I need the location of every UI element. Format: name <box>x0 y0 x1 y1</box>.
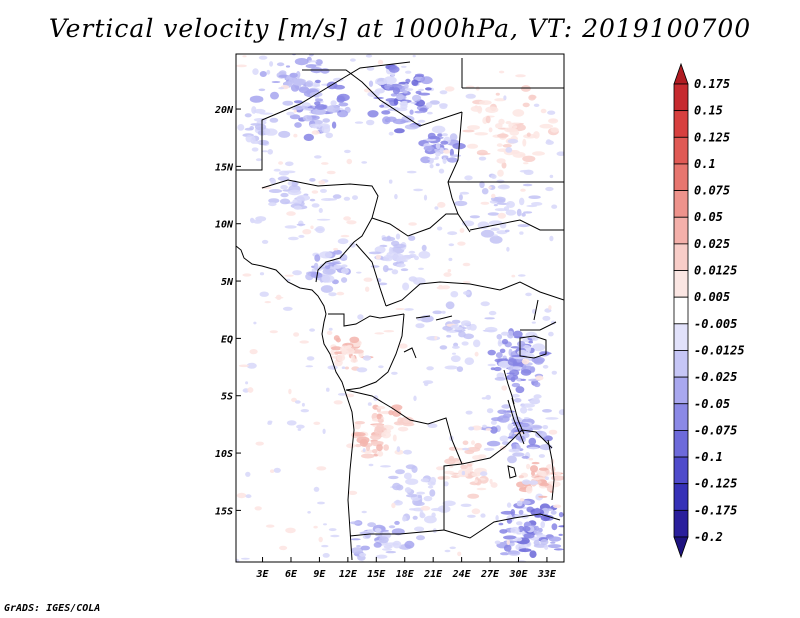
lon-tick-label: 6E <box>285 569 298 580</box>
border-angola-drc <box>345 389 463 465</box>
colorbar-label: 0.175 <box>694 77 730 91</box>
colorbar-label: 0.005 <box>694 290 730 304</box>
lon-tick-label: 3E <box>256 569 270 580</box>
border-gabon-congo <box>328 313 405 327</box>
lat-tick-label: 15N <box>215 162 234 173</box>
colorbar-box <box>673 270 689 298</box>
lat-tick-label: EQ <box>221 334 233 345</box>
colorbar-label: -0.05 <box>694 397 730 411</box>
lake-malawi <box>547 439 555 501</box>
colorbar-label: -0.0125 <box>694 343 745 357</box>
colorbar-box <box>673 163 689 191</box>
uganda-border <box>520 299 557 331</box>
lat-tick-label: 5N <box>221 277 234 288</box>
border-angola-zambia <box>349 463 463 537</box>
lake-mweru <box>507 465 517 479</box>
colorbar-box <box>673 83 689 112</box>
map-axes: 20N 15N 10N 5N EQ 5S 10S 15S 3E 6E 9E 12E 15E 18E 21E 2… <box>214 105 557 580</box>
vertical-velocity-field <box>236 54 564 562</box>
lon-tick-label: 18E <box>396 569 415 580</box>
lat-tick-label: 10S <box>215 449 233 460</box>
lake-tanganyika <box>507 397 525 445</box>
colorbar-label: 0.1 <box>694 157 716 171</box>
lon-tick-label: 12E <box>339 569 358 580</box>
colorbar-box <box>673 296 689 325</box>
lat-tick-label: 5S <box>221 392 233 403</box>
colorbar-label: 0.05 <box>694 210 723 224</box>
border-cameroon-car <box>355 243 387 307</box>
colorbar-label: -0.2 <box>694 530 723 544</box>
border-southern <box>443 513 561 539</box>
lake-victoria-region <box>519 335 547 359</box>
lon-tick-label: 30E <box>508 569 528 580</box>
border-chad-sudan <box>447 111 471 233</box>
colorbar-label: 0.0125 <box>694 264 737 278</box>
coastlines-borders <box>236 58 564 561</box>
border-sudan-south <box>448 181 564 231</box>
colorbar-box <box>673 216 689 245</box>
colorbar-label: -0.005 <box>694 317 737 331</box>
border-mali-niger <box>236 61 411 171</box>
colorbar-box <box>673 483 689 511</box>
colorbar-label: 0.15 <box>694 104 723 118</box>
map-title: Vertical velocity [m/s] at 1000hPa, VT: … <box>48 14 752 43</box>
lon-tick-label: 27E <box>480 569 500 580</box>
colorbar-box <box>673 376 689 405</box>
congo-river <box>403 315 453 359</box>
colorbar-label: -0.025 <box>694 370 737 384</box>
colorbar-box <box>673 190 689 218</box>
colorbar: 0.175 0.15 0.125 0.1 0.075 0.05 0.025 0.0125 0.0… <box>673 62 745 559</box>
colorbar-box <box>673 350 689 378</box>
colorbar-label: 0.075 <box>694 184 730 198</box>
colorbar-label: -0.1 <box>694 450 723 464</box>
lon-tick-label: 24E <box>452 569 472 580</box>
colorbar-box <box>673 430 689 458</box>
lon-tick-label: 9E <box>313 569 326 580</box>
colorbar-bottom-arrow <box>673 536 689 559</box>
colorbar-box <box>673 323 689 351</box>
lon-tick-label: 15E <box>367 569 386 580</box>
colorbar-box <box>673 403 689 431</box>
colorbar-label: -0.175 <box>694 503 737 517</box>
colorbar-box <box>673 243 689 271</box>
border-libya-egypt <box>461 58 564 89</box>
map-frame <box>235 53 565 563</box>
colorbar-box <box>673 509 689 538</box>
lat-tick-label: 10N <box>215 220 234 231</box>
colorbar-label: 0.025 <box>694 237 730 251</box>
lake-kivu <box>503 369 515 405</box>
grads-credit: GrADS: IGES/COLA <box>4 603 101 614</box>
border-niger-nigeria <box>261 179 379 219</box>
colorbar-box <box>673 136 689 165</box>
border-chad-car <box>371 213 458 237</box>
border-car-drc <box>385 281 564 307</box>
lat-tick-label: 20N <box>214 105 234 116</box>
border-niger-chad <box>302 69 463 127</box>
colorbar-label: 0.125 <box>694 130 730 144</box>
lon-tick-label: 33E <box>537 569 557 580</box>
colorbar-label: -0.125 <box>694 477 737 491</box>
border-nigeria-cameroon <box>315 217 373 283</box>
colorbar-box <box>673 110 689 138</box>
colorbar-label: -0.075 <box>694 423 737 437</box>
lon-tick-label: 21E <box>423 569 443 580</box>
colorbar-box <box>673 456 689 485</box>
coastline-west <box>236 245 355 561</box>
lat-tick-label: 15S <box>215 506 233 517</box>
colorbar-top-arrow <box>673 62 689 85</box>
border-congo-drc <box>345 313 405 391</box>
border-zambia-east <box>461 429 553 465</box>
